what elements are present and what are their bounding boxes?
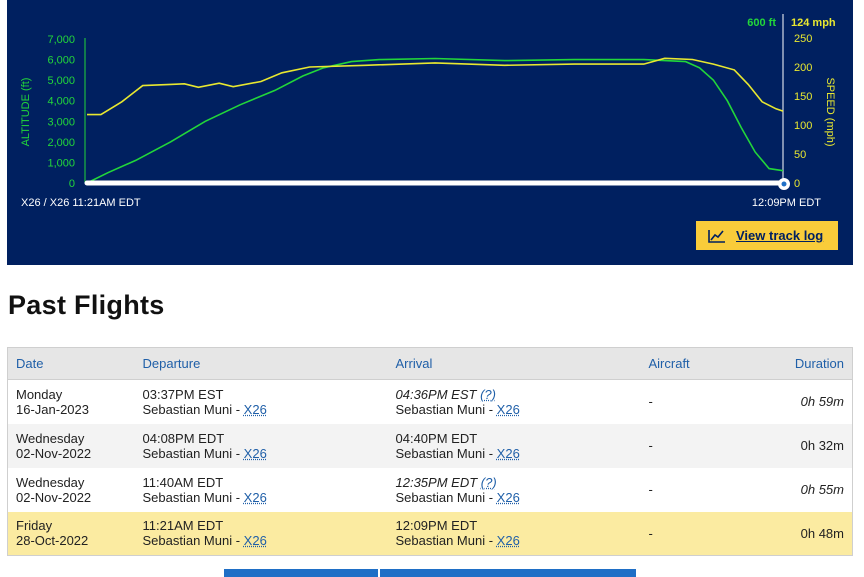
progress-handle-dot [781,181,787,187]
date-cell: Wednesday 02-Nov-2022 [7,423,135,468]
arrival-time: 12:35PM EDT [395,474,478,490]
speed-max-label: 124 mph [791,17,836,29]
aircraft-cell: - [640,379,751,424]
date-text: 02-Nov-2022 [16,445,92,461]
departure-airport: Sebastian Muni - [142,401,244,417]
arrival-airport: Sebastian Muni - [395,489,497,505]
arrival-time: 12:09PM EDT [395,518,478,534]
date-text: 16-Jan-2023 [16,401,89,417]
aircraft-cell: - [640,511,751,556]
line-chart-icon [708,229,725,243]
altitude-tick-label: 2,000 [47,137,75,149]
date-cell: Wednesday 02-Nov-2022 [7,467,135,512]
arrival-time: 04:36PM EST [395,386,477,402]
departure-airport-code-link[interactable]: X26 [243,445,267,461]
past-flights-table: Date Departure Arrival Aircraft Duration… [7,347,853,556]
departure-airport-code-link[interactable]: X26 [243,533,267,549]
speed-tick-label: 50 [794,149,806,161]
day-text: Wednesday [16,474,85,490]
aircraft-cell: - [640,467,751,512]
table-row-selected[interactable]: Friday 28-Oct-2022 11:21AM EDT Sebastian M… [7,511,853,556]
arrival-airport: Sebastian Muni - [395,401,497,417]
arrival-airport-code-link[interactable]: X26 [496,445,520,461]
speed-tick-label: 0 [794,178,800,190]
day-text: Monday [16,386,63,402]
arrival-airport-code-link[interactable]: X26 [496,401,520,417]
departure-cell: 04:08PM EDT Sebastian Muni - X26 [134,423,388,468]
departure-airport: Sebastian Muni - [142,489,244,505]
speed-axis-title: SPEED (mph) [824,77,836,146]
altitude-tick-label: 3,000 [47,116,75,128]
departure-airport-code-link[interactable]: X26 [243,401,267,417]
pager-button-next[interactable] [380,569,636,577]
departure-time: 11:21AM EDT [142,518,224,534]
speed-tick-label: 200 [794,62,812,74]
view-track-log-button[interactable]: View track log [696,221,838,250]
departure-airport-code-link[interactable]: X26 [243,489,267,505]
arrival-airport: Sebastian Muni - [395,445,497,461]
arrival-airport: Sebastian Muni - [395,533,497,549]
flight-track-chart: ALTITUDE (ft) SPEED (mph) 600 ft 124 mph… [7,0,853,265]
duration-cell: 0h 32m [750,423,853,468]
departure-time: 04:08PM EDT [142,430,225,446]
altitude-series-line [86,57,784,184]
date-text: 28-Oct-2022 [16,533,89,549]
departure-airport: Sebastian Muni - [142,445,244,461]
day-text: Friday [16,518,53,534]
departure-cell: 03:37PM EST Sebastian Muni - X26 [134,379,388,424]
speed-tick-label: 100 [794,120,812,132]
date-cell: Monday 16-Jan-2023 [7,379,135,424]
altitude-tick-label: 7,000 [47,34,75,46]
pager-button-previous[interactable] [224,569,378,577]
day-text: Wednesday [16,430,85,446]
departure-airport: Sebastian Muni - [142,533,244,549]
altitude-max-label: 600 ft [747,17,776,29]
speed-tick-label: 250 [794,33,812,45]
arrival-airport-code-link[interactable]: X26 [496,489,520,505]
altitude-speed-chart: ALTITUDE (ft) SPEED (mph) 600 ft 124 mph… [20,14,836,209]
table-header-row: Date Departure Arrival Aircraft Duration [7,347,853,380]
duration-cell: 0h 55m [750,467,853,512]
arrival-cell: 12:35PM EDT (?) Sebastian Muni - X26 [387,467,641,512]
date-cell: Friday 28-Oct-2022 [7,511,135,556]
estimated-help-link[interactable]: (?) [480,386,496,402]
date-text: 02-Nov-2022 [16,489,92,505]
table-row[interactable]: Monday 16-Jan-2023 03:37PM EST Sebastian M… [7,379,853,424]
view-track-log-label: View track log [736,228,824,243]
estimated-help-link[interactable]: (?) [480,474,497,490]
header-departure[interactable]: Departure [134,347,388,380]
header-date[interactable]: Date [7,347,135,380]
departure-cell: 11:21AM EDT Sebastian Muni - X26 [134,511,388,556]
altitude-axis-title: ALTITUDE (ft) [20,78,32,147]
departure-time: 11:40AM EDT [142,474,224,490]
duration-cell: 0h 48m [750,511,853,556]
start-time-label: X26 / X26 11:21AM EDT [21,197,141,209]
header-arrival[interactable]: Arrival [387,347,641,380]
arrival-time: 04:40PM EDT [395,430,478,446]
aircraft-cell: - [640,423,751,468]
departure-time: 03:37PM EST [142,386,224,402]
arrival-cell: 04:40PM EDT Sebastian Muni - X26 [387,423,641,468]
end-time-label: 12:09PM EDT [752,197,821,209]
arrival-cell: 04:36PM EST (?) Sebastian Muni - X26 [387,379,641,424]
speed-tick-label: 150 [794,91,812,103]
departure-cell: 11:40AM EDT Sebastian Muni - X26 [134,467,388,512]
arrival-airport-code-link[interactable]: X26 [496,533,520,549]
header-aircraft[interactable]: Aircraft [640,347,751,380]
altitude-tick-label: 6,000 [47,55,75,67]
altitude-tick-label: 0 [69,178,75,190]
duration-cell: 0h 59m [750,379,853,424]
speed-series-line [87,57,784,116]
altitude-tick-label: 5,000 [47,75,75,87]
header-duration[interactable]: Duration [750,347,853,380]
table-row[interactable]: Wednesday 02-Nov-2022 04:08PM EDT Sebastia… [7,423,853,468]
arrival-cell: 12:09PM EDT Sebastian Muni - X26 [387,511,641,556]
altitude-tick-label: 4,000 [47,96,75,108]
altitude-tick-label: 1,000 [47,157,75,169]
table-row[interactable]: Wednesday 02-Nov-2022 11:40AM EDT Sebastia… [7,467,853,512]
section-title: Past Flights [8,290,165,320]
